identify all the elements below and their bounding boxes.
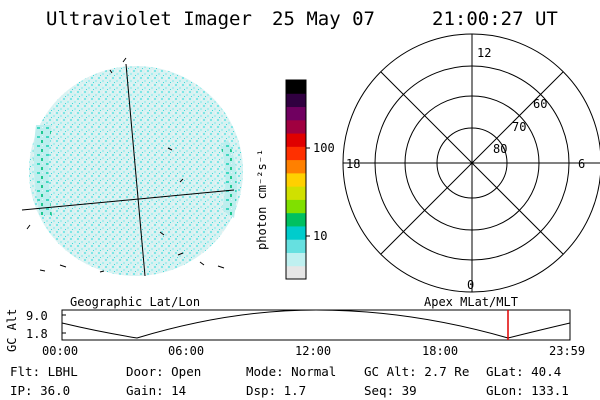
colorbar-tick-100: 100 <box>313 141 335 155</box>
polar-plot <box>342 33 600 293</box>
timeline-xtick-1200: 12:00 <box>295 344 332 358</box>
colorbar-band <box>286 212 306 227</box>
mlt-label-12: 12 <box>477 46 492 60</box>
timeline-xtick-0000: 00:00 <box>42 344 79 358</box>
colorbar-band <box>286 265 306 280</box>
glon-info: GLon: 133.1 <box>486 383 569 398</box>
seq-info: Seq: 39 <box>364 383 417 398</box>
colorbar-band <box>286 106 306 121</box>
timeline-axis-label: GC Alt <box>5 308 19 352</box>
colorbar-band <box>286 172 306 187</box>
filter-info: Flt: LBHL <box>10 364 78 379</box>
timeline-xtick-0600: 06:00 <box>168 344 205 358</box>
mode-info: Mode: Normal <box>246 364 337 379</box>
colorbar-unit-label: photon cm⁻²s⁻¹ <box>255 148 269 250</box>
color-bar <box>286 80 306 280</box>
colorbar-band <box>286 186 306 200</box>
ip-info: IP: 36.0 <box>10 383 71 398</box>
colorbar-band <box>286 146 306 161</box>
colorbar-band <box>286 93 306 108</box>
colorbar-band <box>286 225 306 240</box>
altitude-timeline <box>61 309 571 341</box>
timeline-xtick-2359: 23:59 <box>549 344 586 358</box>
date-label: 25 May 07 <box>272 8 375 30</box>
colorbar-band <box>286 239 306 253</box>
timeline-xtick-1800: 18:00 <box>422 344 459 358</box>
dsp-info: Dsp: 1.7 <box>246 383 307 398</box>
colorbar-band <box>286 80 306 94</box>
geographic-label: Geographic Lat/Lon <box>70 295 201 309</box>
glat-info: GLat: 40.4 <box>486 364 562 379</box>
door-info: Door: Open <box>126 364 202 379</box>
colorbar-band <box>286 133 306 147</box>
lat-label-80: 80 <box>493 142 508 156</box>
mlt-label-18: 18 <box>346 157 361 171</box>
colorbar-band <box>286 199 306 214</box>
gc-alt-info: GC Alt: 2.7 Re <box>364 364 470 379</box>
lat-label-70: 70 <box>512 120 527 134</box>
colorbar-band <box>286 159 306 174</box>
uv-image-disk <box>21 57 243 277</box>
colorbar-band <box>286 252 306 267</box>
gain-info: Gain: 14 <box>126 383 187 398</box>
mlt-label-6: 6 <box>578 157 586 171</box>
apex-label: Apex MLat/MLT <box>424 295 518 309</box>
colorbar-tick-10: 10 <box>313 229 328 243</box>
instrument-title: Ultraviolet Imager <box>46 8 252 30</box>
colorbar-band <box>286 119 306 134</box>
timeline-ytick-1-8: 1.8 <box>26 327 48 341</box>
time-label: 21:00:27 UT <box>432 8 558 30</box>
timeline-ytick-9: 9.0 <box>26 309 48 323</box>
mlt-label-0: 0 <box>467 278 475 292</box>
lat-label-60: 60 <box>533 97 548 111</box>
